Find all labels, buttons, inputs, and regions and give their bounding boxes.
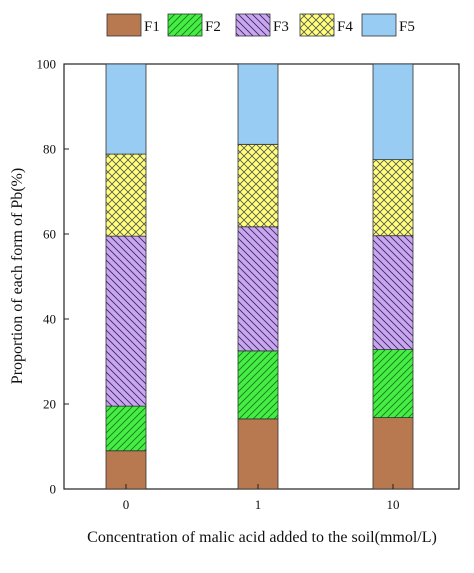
legend-label-f5: F5 — [399, 19, 415, 35]
x-axis-title: Concentration of malic acid added to the… — [87, 529, 437, 546]
bar-segment-f3-10 — [372, 235, 414, 350]
legend-swatch-f4 — [299, 13, 335, 37]
bar-segment-f2-0 — [105, 405, 147, 452]
bar-segment-f3-1 — [237, 226, 279, 352]
y-tick-label-40: 40 — [43, 312, 56, 327]
y-tick-label-80: 80 — [43, 142, 56, 157]
bar-segment-f4-10 — [372, 159, 414, 237]
bar-segment-f1-10 — [372, 417, 414, 490]
y-tick-label-20: 20 — [43, 397, 56, 412]
legend-swatch-f1 — [106, 13, 142, 37]
y-tick-label-60: 60 — [43, 227, 56, 242]
bar-segment-f1-0 — [105, 450, 147, 490]
bar-segment-f5-1 — [237, 63, 279, 145]
legend-swatch-f3 — [235, 13, 271, 37]
legend: F1 F2 F3 F4 F5 — [106, 13, 415, 37]
bar-segment-f2-1 — [237, 350, 279, 420]
bar-segment-f1-1 — [237, 418, 279, 490]
bar-segment-f5-0 — [105, 63, 147, 155]
y-axis-title: Proportion of each form of Pb(%) — [9, 168, 26, 384]
bar-segment-f4-1 — [237, 143, 279, 228]
bar-segment-f5-10 — [372, 63, 414, 161]
bars-group — [105, 63, 414, 490]
y-axis: 0 20 40 60 80 100 — [37, 57, 69, 497]
legend-label-f3: F3 — [273, 19, 289, 35]
x-tick-label-0: 0 — [123, 497, 130, 512]
bar-segment-f3-0 — [105, 235, 147, 407]
x-tick-label-1: 1 — [255, 497, 262, 512]
legend-swatch-f2 — [167, 13, 203, 37]
y-tick-label-100: 100 — [37, 57, 57, 72]
legend-label-f4: F4 — [337, 19, 353, 35]
bar-segment-f4-0 — [105, 153, 147, 237]
bar-segment-f2-10 — [372, 349, 414, 419]
legend-label-f1: F1 — [144, 19, 160, 35]
x-axis: 0 1 10 — [123, 484, 400, 512]
y-tick-label-0: 0 — [50, 482, 57, 497]
x-tick-label-10: 10 — [387, 497, 400, 512]
legend-label-f2: F2 — [205, 19, 221, 35]
legend-swatch-f5 — [361, 13, 397, 37]
